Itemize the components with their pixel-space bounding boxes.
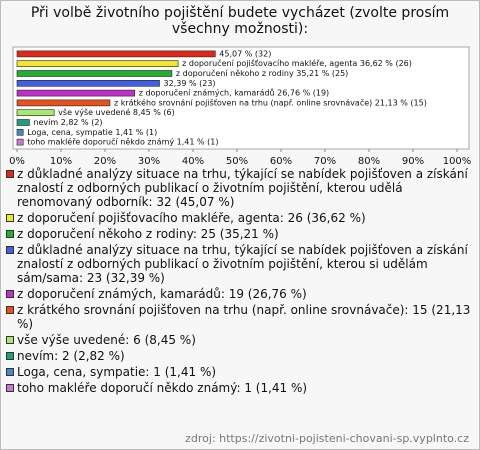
plot: 0% 10% 20% 30% 40% 50% 60% 70% 80% 90% 100% 45,07 %… (9, 46, 472, 165)
data-label: z doporučení známých, kamarádů 26,76 % (… (139, 88, 329, 98)
legend-label: z důkladné analýzy situace na trhu, týka… (17, 243, 468, 285)
x-tick-label: 0% (9, 156, 25, 165)
legend-item: z krátkého srovnání pojišťoven na trhu (… (5, 303, 473, 331)
data-label: Loga, cena, sympatie 1,41 % (1) (27, 128, 157, 137)
data-label: toho makléře doporučí někdo známý 1,41 %… (27, 137, 218, 147)
x-tick-label: 50% (226, 156, 248, 165)
x-tick-label: 30% (138, 156, 160, 165)
x-tick-label: 60% (270, 156, 292, 165)
legend-swatch (6, 306, 14, 314)
legend-label: z krátkého srovnání pojišťoven na trhu (… (17, 303, 471, 331)
legend-swatch (6, 384, 14, 392)
bar (16, 129, 24, 136)
x-tick-label: 90% (402, 156, 424, 165)
legend: z důkladné analýzy situace na trhu, týka… (5, 167, 473, 397)
legend-item: z důkladné analýzy situace na trhu, týka… (5, 167, 473, 209)
legend-swatch (6, 336, 14, 344)
bar (16, 89, 136, 97)
legend-label: Loga, cena, sympatie: 1 (1,41 %) (17, 365, 217, 379)
data-label: vše výše uvedené 8,45 % (6) (58, 107, 175, 117)
legend-item: z důkladné analýzy situace na trhu, týka… (5, 243, 473, 285)
chart-title: Při volbě životního pojištění budete vyc… (30, 5, 450, 37)
bar (16, 50, 216, 58)
bar (16, 119, 30, 126)
legend-label: z doporučení někoho z rodiny: 25 (35,21 … (17, 227, 279, 241)
x-tick-label: 40% (182, 156, 204, 165)
data-label: z doporučení pojišťovacího makléře, agen… (182, 58, 412, 68)
data-label: z krátkého srovnání pojišťoven na trhu (… (114, 97, 427, 107)
bar (16, 99, 111, 107)
data-label: z doporučení někoho z rodiny 35,21 % (25… (176, 68, 348, 78)
legend-label: nevím: 2 (2,82 %) (17, 349, 125, 363)
bar (16, 70, 173, 77)
bar (16, 109, 55, 116)
legend-swatch (6, 368, 14, 376)
legend-label: z doporučení pojišťovacího makléře, agen… (17, 211, 366, 225)
legend-item: z doporučení někoho z rodiny: 25 (35,21 … (5, 227, 473, 241)
legend-item: vše výše uvedené: 6 (8,45 %) (5, 333, 473, 347)
x-tick-label: 20% (94, 156, 116, 165)
legend-swatch (6, 246, 14, 254)
bar (16, 79, 160, 87)
x-tick-label: 10% (50, 156, 72, 165)
data-label: nevím 2,82 % (2) (33, 118, 102, 127)
legend-label: z důkladné analýzy situace na trhu, týka… (17, 167, 468, 209)
legend-item: z doporučení pojišťovacího makléře, agen… (5, 211, 473, 225)
data-label: 32,39 % (23) (164, 79, 216, 88)
legend-item: nevím: 2 (2,82 %) (5, 349, 473, 363)
legend-label: z doporučení známých, kamarádů: 19 (26,7… (17, 287, 307, 301)
x-tick-label: 100% (443, 156, 472, 165)
legend-swatch (6, 170, 14, 178)
x-tick-label: 70% (314, 156, 336, 165)
legend-item: Loga, cena, sympatie: 1 (1,41 %) (5, 365, 473, 379)
legend-swatch (6, 290, 14, 298)
legend-swatch (6, 352, 14, 360)
legend-swatch (6, 230, 14, 238)
legend-label: vše výše uvedené: 6 (8,45 %) (17, 333, 196, 347)
x-tick-label: 80% (358, 156, 380, 165)
legend-item: z doporučení známých, kamarádů: 19 (26,7… (5, 287, 473, 301)
data-label: 45,07 % (32) (219, 49, 271, 58)
legend-item: toho makléře doporučí někdo známý: 1 (1,… (5, 381, 473, 395)
legend-swatch (6, 214, 14, 222)
legend-label: toho makléře doporučí někdo známý: 1 (1,… (17, 381, 308, 395)
bar (16, 60, 179, 67)
bar (16, 138, 24, 146)
source: zdroj: https://zivotni-pojisteni-chovani… (185, 432, 469, 445)
